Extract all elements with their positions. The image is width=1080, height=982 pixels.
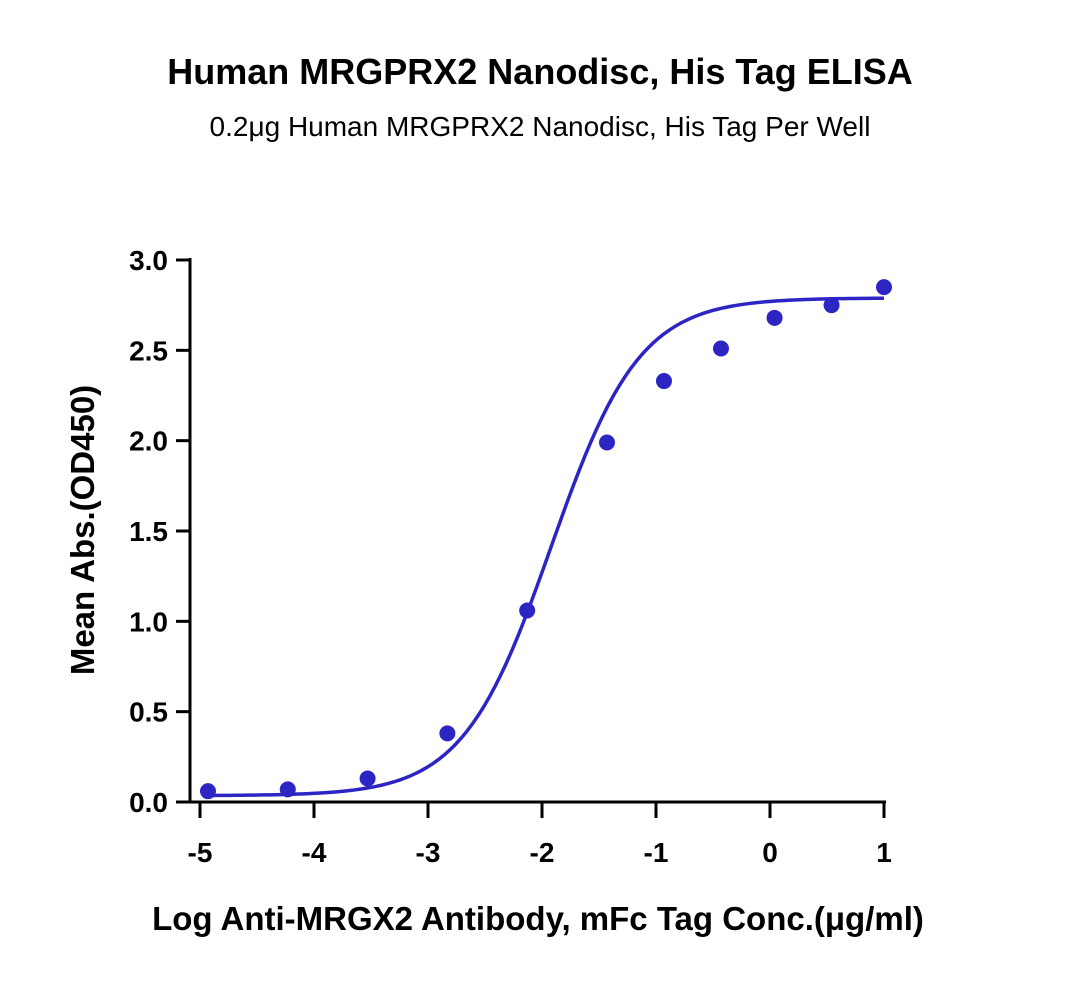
- x-tick-label: 0: [762, 837, 778, 868]
- data-point: [598, 434, 615, 451]
- data-points: [199, 279, 892, 800]
- fit-curve: [207, 296, 885, 798]
- y-axis-label: Mean Abs.(OD450): [64, 385, 101, 675]
- chart-title: Human MRGPRX2 Nanodisc, His Tag ELISA: [167, 51, 912, 92]
- data-point: [199, 783, 216, 800]
- fit-curve-group: [207, 296, 885, 798]
- y-tick-label: 2.5: [129, 335, 168, 366]
- data-point: [766, 309, 783, 326]
- y-tick-label: 1.5: [129, 516, 168, 547]
- x-axis: -5 -4 -3 -2 -1 0 1: [188, 800, 892, 868]
- x-tick-label: -5: [188, 837, 213, 868]
- y-axis: 0.0 0.5 1.0 1.5 2.0 2.5 3.0: [129, 245, 192, 818]
- x-tick-label: -4: [302, 837, 327, 868]
- data-point: [439, 725, 456, 742]
- x-axis-label: Log Anti-MRGX2 Antibody, mFc Tag Conc.(μ…: [152, 900, 924, 937]
- data-point: [655, 373, 672, 390]
- data-point: [519, 602, 536, 619]
- y-tick-label: 3.0: [129, 245, 168, 276]
- data-point: [712, 340, 729, 357]
- x-tick-label: -3: [416, 837, 441, 868]
- y-tick-label: 0.0: [129, 787, 168, 818]
- data-point: [823, 297, 840, 314]
- data-point: [876, 279, 892, 296]
- data-point: [279, 781, 296, 798]
- chart-subtitle: 0.2μg Human MRGPRX2 Nanodisc, His Tag Pe…: [210, 111, 871, 142]
- y-tick-label: 0.5: [129, 697, 168, 728]
- x-tick-label: -1: [644, 837, 669, 868]
- data-point: [359, 770, 376, 787]
- y-tick-label: 2.0: [129, 426, 168, 457]
- y-tick-label: 1.0: [129, 606, 168, 637]
- x-tick-label: 1: [876, 837, 892, 868]
- x-tick-label: -2: [530, 837, 555, 868]
